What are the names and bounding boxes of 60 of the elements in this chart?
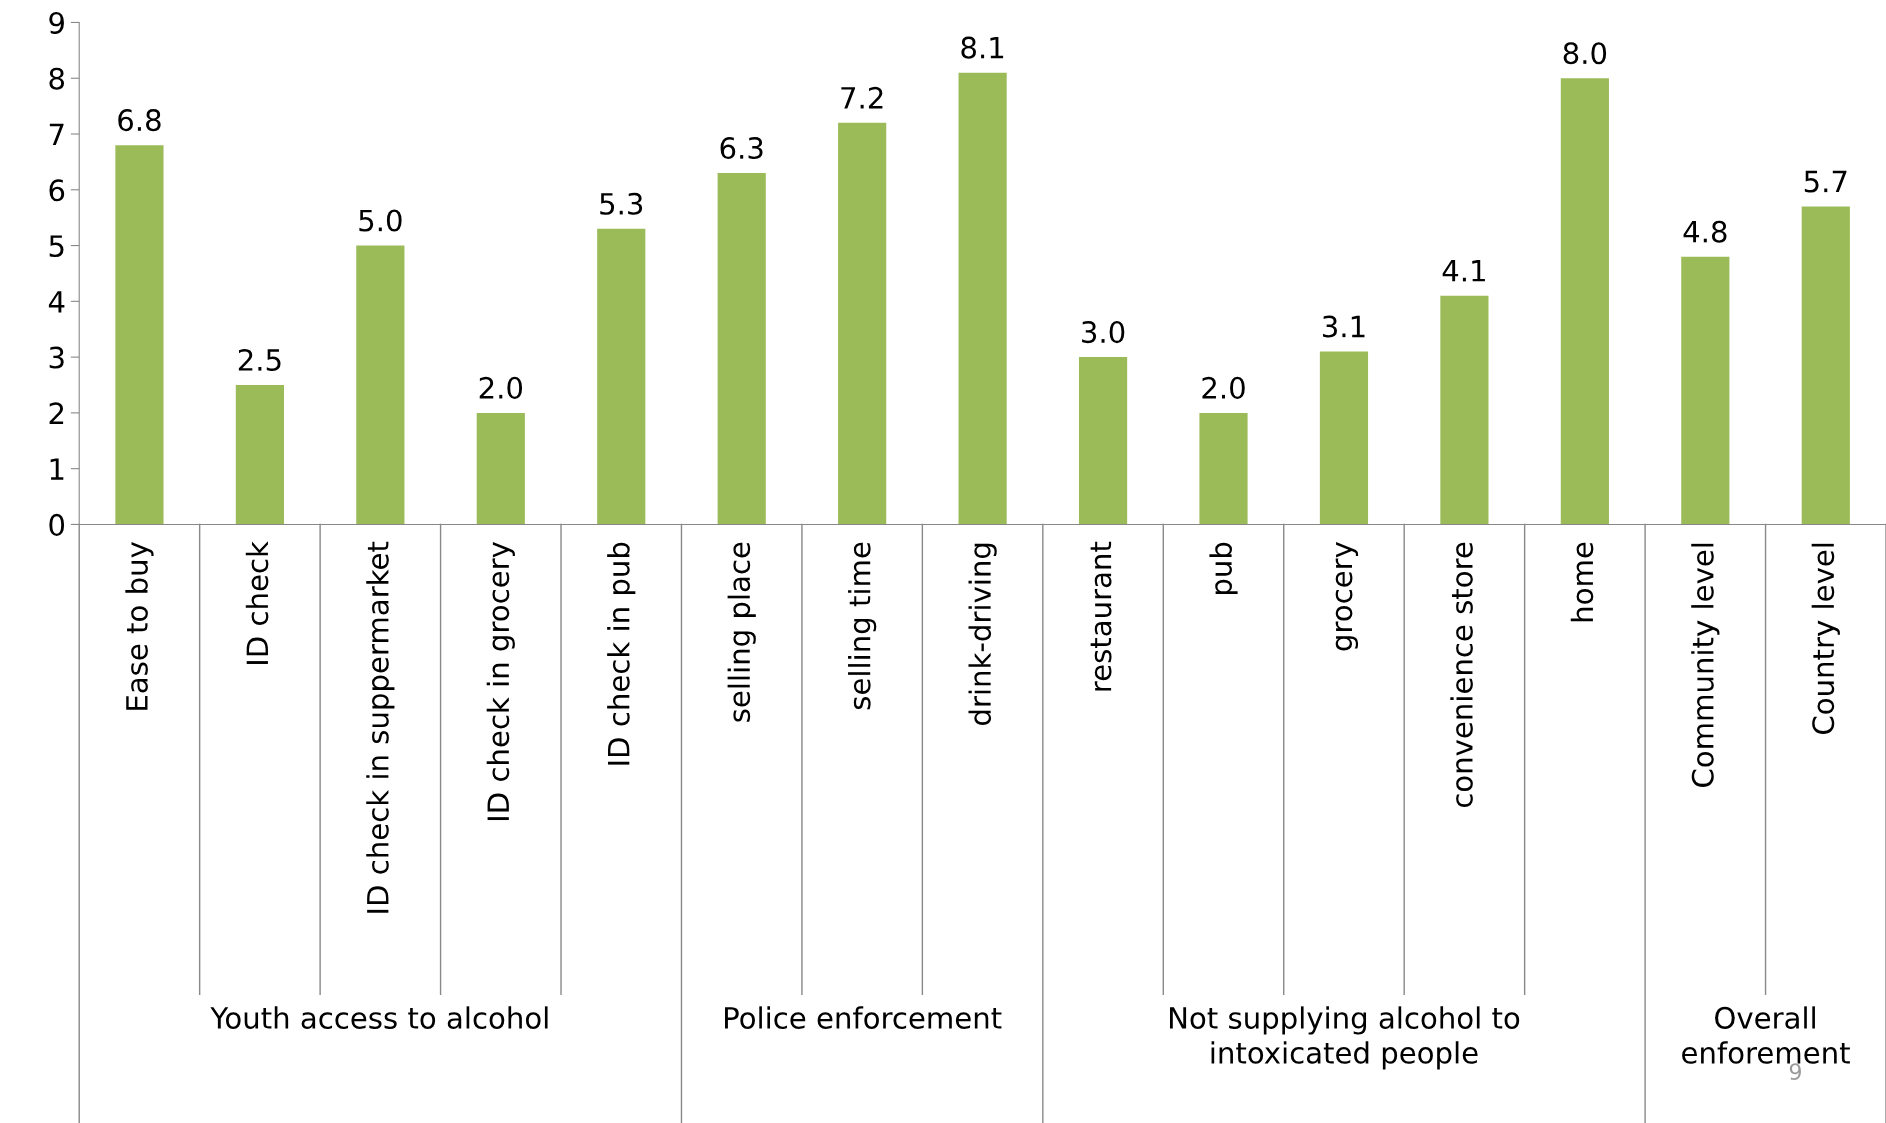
data-label: 5.7 <box>1804 170 1847 193</box>
text: 9 <box>1789 1063 1801 1081</box>
data-label: 7.2 <box>841 86 883 109</box>
data-label: 2.5 <box>238 348 281 372</box>
x-tick-label: selling place <box>727 542 756 722</box>
data-label: 6.8 <box>118 109 161 132</box>
x-tick-label: convenience store <box>1450 542 1473 808</box>
x-tick-label: ID check in grocery <box>486 541 515 821</box>
x-tick-label: ID check in pub <box>607 542 636 765</box>
data-label: 6.3 <box>720 137 763 160</box>
text: Police enforcement <box>725 1006 1002 1029</box>
y-tick-label: 7 <box>49 123 64 146</box>
x-tick-label: Country level <box>1811 543 1840 734</box>
bar <box>1199 412 1248 525</box>
x-tick-label: pub <box>1209 542 1238 594</box>
bar <box>1801 206 1850 525</box>
text: Not supplying alcohol to intoxicated people <box>1169 1006 1520 1070</box>
bar <box>717 173 766 525</box>
bar <box>115 145 164 525</box>
bar <box>1319 351 1369 525</box>
y-tick-label: 1 <box>50 458 64 480</box>
bar <box>356 245 405 525</box>
bar <box>597 228 646 525</box>
x-tick-label: selling time <box>848 542 877 710</box>
y-tick-label: 4 <box>48 291 65 313</box>
x-tick-label: ID check in suppermarket <box>366 541 395 913</box>
bar <box>1560 78 1609 525</box>
data-label: 5.3 <box>600 192 643 215</box>
x-tick-label: restaurant <box>1090 541 1112 691</box>
bar <box>235 385 284 525</box>
data-label: 8.0 <box>1563 42 1607 65</box>
x-tick-label: drink-driving <box>968 543 997 725</box>
y-tick-label: 9 <box>49 11 64 34</box>
y-tick-label: 0 <box>49 513 65 536</box>
bar <box>476 412 525 525</box>
y-tick-label: 5 <box>49 235 64 258</box>
x-tick-label: Community level <box>1691 543 1720 787</box>
x-tick-label: home <box>1570 542 1594 622</box>
y-tick-label: 2 <box>49 402 64 424</box>
bar <box>1681 256 1730 525</box>
data-label: 4.1 <box>1442 260 1485 282</box>
data-label: 4.8 <box>1683 220 1727 243</box>
data-label: 3.0 <box>1082 321 1125 344</box>
bar <box>1440 295 1489 525</box>
bar <box>1078 357 1128 525</box>
y-tick-label: 3 <box>49 346 64 369</box>
bar <box>838 122 887 525</box>
x-tick-label: ID check <box>245 541 269 664</box>
x-tick-label: grocery <box>1335 541 1359 651</box>
x-tick-label: Ease to buy <box>125 541 154 710</box>
bar <box>958 72 1007 525</box>
y-tick-label: 8 <box>49 67 65 90</box>
data-label: 5.0 <box>359 209 402 232</box>
data-label: 2.0 <box>1202 376 1245 399</box>
data-label: 3.1 <box>1323 315 1365 338</box>
y-tick-label: 6 <box>49 179 65 202</box>
text: Overall enforement <box>1682 1006 1850 1064</box>
text: Youth access to alcohol <box>210 1006 548 1029</box>
data-label: 8.1 <box>961 36 1004 59</box>
data-label: 2.0 <box>479 376 523 399</box>
